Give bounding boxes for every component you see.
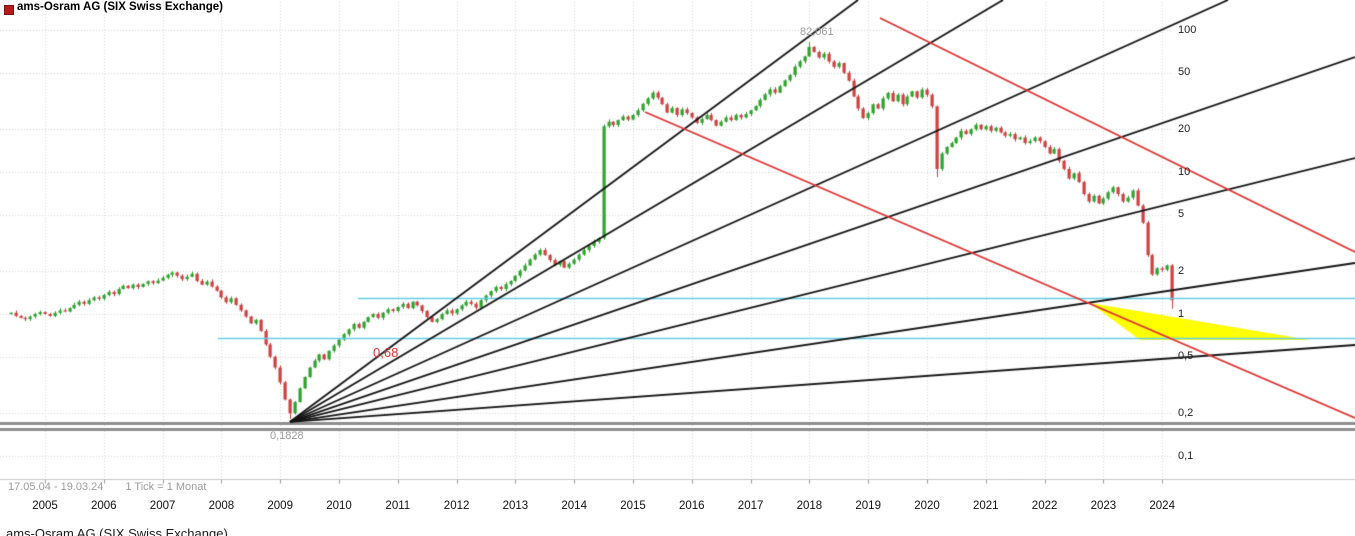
year-tick-label: 2020 <box>914 500 940 512</box>
peak-price-annotation: 82,061 <box>800 26 834 38</box>
price-tick-label: 1 <box>1178 307 1185 320</box>
year-tick-label: 2022 <box>1031 500 1058 512</box>
price-tick-label: 5 <box>1178 208 1185 221</box>
year-tick-label: 2017 <box>737 500 764 512</box>
support-level-annotation: 0,68 <box>373 345 399 360</box>
price-tick-label: 0,2 <box>1178 406 1194 419</box>
year-tick-label: 2016 <box>679 500 705 512</box>
tick-interval-label: 1 Tick = 1 Monat <box>125 481 207 493</box>
year-tick-label: 2023 <box>1090 500 1117 512</box>
year-tick-label: 2014 <box>561 500 587 512</box>
brand-square-icon <box>4 5 14 15</box>
price-tick-label: 100 <box>1178 23 1197 36</box>
price-tick-label: 50 <box>1178 66 1191 79</box>
year-tick-label: 2018 <box>796 500 823 512</box>
price-tick-label: 10 <box>1178 165 1191 178</box>
chart-title: ams-Osram AG (SIX Swiss Exchange) <box>17 1 224 13</box>
bottom-clipped-text: ams-Osram AG (SIX Swiss Exchange) <box>6 526 228 536</box>
year-tick-label: 2005 <box>32 500 58 512</box>
year-tick-label: 2013 <box>502 500 529 512</box>
year-tick-label: 2021 <box>973 500 999 512</box>
year-tick-label: 2012 <box>443 500 470 512</box>
price-tick-label: 0,1 <box>1178 449 1194 462</box>
price-tick-label: 20 <box>1178 122 1191 135</box>
year-tick-label: 2010 <box>326 500 352 512</box>
year-tick-label: 2009 <box>267 500 293 512</box>
year-tick-label: 2019 <box>855 500 881 512</box>
year-tick-label: 2007 <box>149 500 176 512</box>
year-tick-label: 2006 <box>91 500 117 512</box>
low-price-annotation: 0,1828 <box>270 430 304 442</box>
date-range-label: 17.05.04 - 19.03.24 <box>8 481 104 493</box>
year-tick-label: 2024 <box>1149 500 1175 512</box>
year-tick-label: 2015 <box>620 500 646 512</box>
price-tick-label: 2 <box>1178 264 1185 277</box>
chart-footer-info: 17.05.04 - 19.03.24 1 Tick = 1 Monat <box>8 481 206 493</box>
year-tick-label: 2011 <box>385 500 411 512</box>
year-tick-label: 2008 <box>208 500 235 512</box>
price-tick-label: 0,5 <box>1178 350 1194 363</box>
